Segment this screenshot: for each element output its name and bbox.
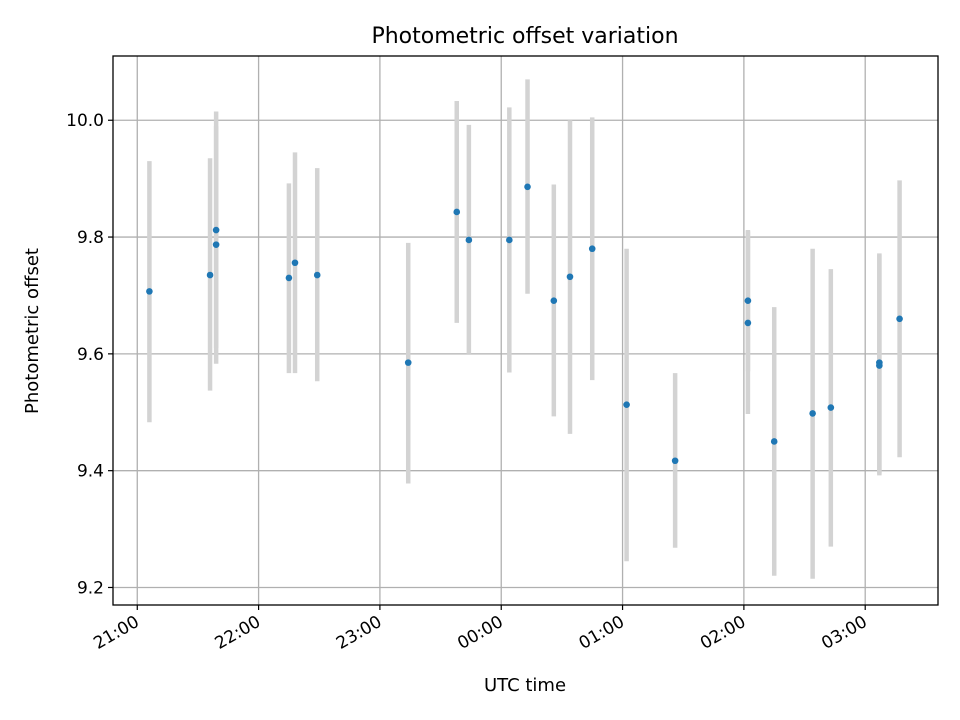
y-axis-label: Photometric offset	[22, 248, 43, 414]
data-point	[465, 236, 473, 244]
data-point	[212, 226, 220, 234]
data-points	[146, 183, 903, 465]
data-point	[896, 315, 903, 323]
y-tick-label: 9.2	[77, 578, 104, 598]
data-point	[453, 208, 461, 216]
chart-title: Photometric offset variation	[371, 24, 678, 49]
data-point	[212, 241, 220, 248]
data-point	[285, 274, 293, 282]
data-point	[623, 401, 630, 408]
data-point	[146, 288, 153, 295]
data-point	[566, 273, 574, 281]
data-point	[809, 410, 816, 417]
data-point	[404, 359, 412, 366]
y-tick-label: 9.4	[77, 462, 104, 482]
grid	[113, 56, 938, 605]
x-axis-label: UTC time	[484, 675, 566, 696]
data-point	[744, 297, 752, 305]
data-point	[550, 297, 558, 305]
data-point	[206, 271, 214, 279]
data-point	[291, 259, 299, 267]
data-point	[744, 319, 752, 327]
data-point	[770, 438, 778, 445]
data-point	[588, 245, 596, 253]
plot-frame	[112, 55, 939, 606]
y-tick-label: 9.6	[77, 345, 104, 365]
y-tick-label: 9.8	[77, 228, 104, 248]
data-point	[313, 271, 321, 279]
data-point	[671, 457, 679, 465]
data-point	[506, 236, 513, 244]
data-point	[827, 404, 835, 411]
data-point	[524, 183, 531, 191]
data-point	[876, 362, 883, 369]
y-tick-label: 10.0	[66, 111, 104, 131]
